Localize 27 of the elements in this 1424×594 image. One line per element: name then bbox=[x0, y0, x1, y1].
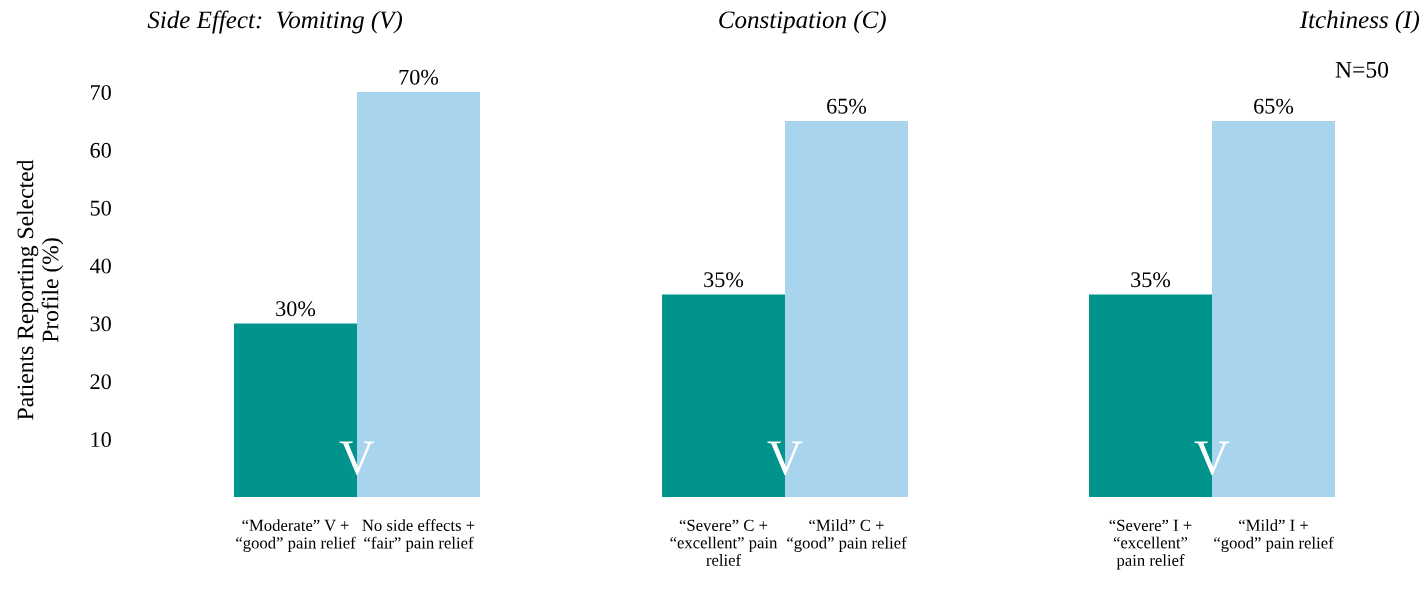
x-tick-label: No side effects + “fair” pain relief bbox=[362, 519, 475, 552]
data-label: 35% bbox=[1131, 272, 1171, 288]
x-tick-label: “Mild” I + “good” pain relief bbox=[1214, 519, 1334, 553]
y-tick-label: 60 bbox=[90, 142, 111, 158]
chart-title: Constipation (C) bbox=[719, 10, 886, 34]
data-label: 65% bbox=[827, 98, 867, 114]
data-label: 30% bbox=[276, 301, 316, 317]
y-tick-label: 70 bbox=[91, 84, 111, 100]
data-label: 35% bbox=[704, 272, 744, 288]
data-label: 65% bbox=[1254, 98, 1294, 114]
data-label: 70% bbox=[399, 69, 439, 85]
x-tick-label: “Severe” C + “excellent” pain relief bbox=[670, 519, 778, 566]
x-tick-label: “Mild” C + “good” pain relief bbox=[787, 519, 907, 553]
x-tick-label: “Severe” I + “excellent” pain relief bbox=[1109, 519, 1192, 570]
x-tick-label: “Moderate” V + “good” pain relief bbox=[236, 519, 356, 553]
y-tick-label: 20 bbox=[90, 374, 111, 390]
text: N=50 bbox=[1335, 61, 1389, 78]
chart-title: Side Effect: Vomiting (V) bbox=[147, 10, 403, 34]
y-tick-label: 10 bbox=[91, 432, 111, 448]
annotation: V bbox=[339, 441, 375, 476]
chart-title: Itchiness (I) bbox=[1299, 10, 1420, 34]
y-tick-label: 30 bbox=[90, 316, 111, 332]
y-tick-label: 50 bbox=[90, 200, 111, 216]
annotation: V bbox=[1194, 441, 1230, 476]
y-axis-title: Patients Reporting Selected Profile (%) bbox=[16, 159, 64, 420]
y-tick-label: 40 bbox=[89, 258, 111, 274]
annotation: V bbox=[767, 441, 803, 476]
